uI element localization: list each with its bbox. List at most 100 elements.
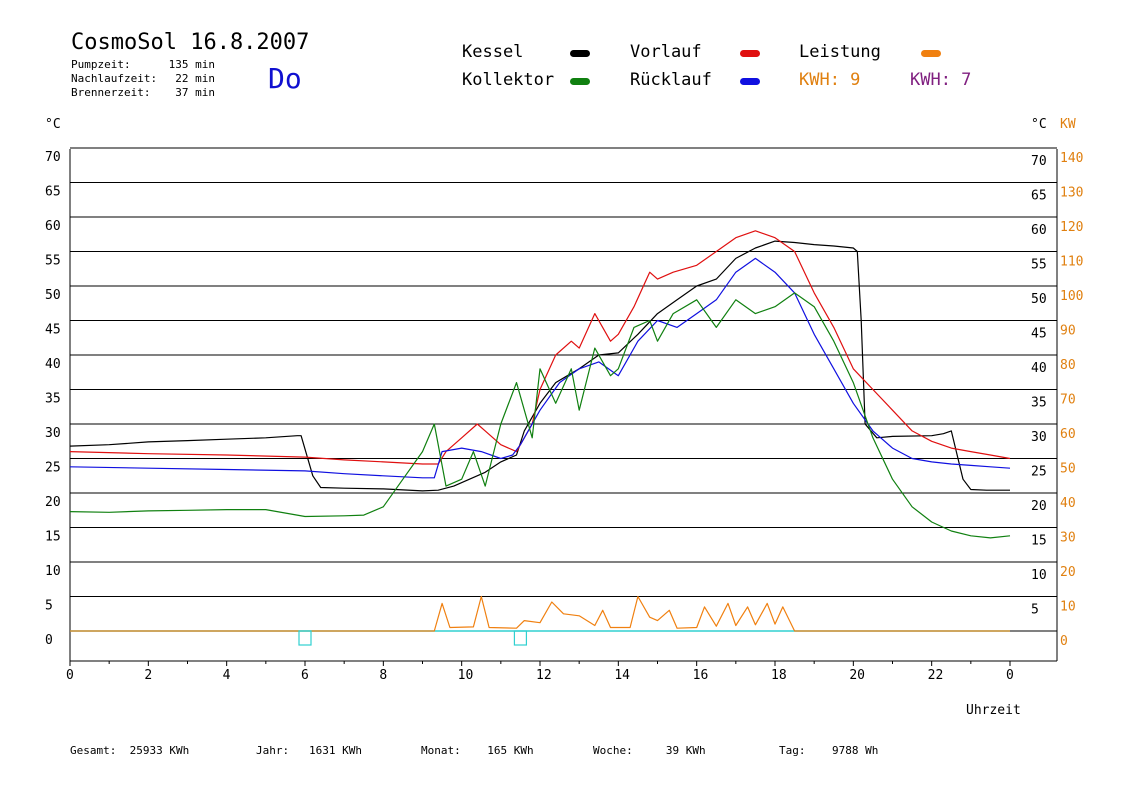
pump-marker: [298, 630, 312, 646]
y-tick-label-kw: 0: [1060, 634, 1068, 649]
legend-label: Rücklauf: [630, 70, 712, 90]
series-line-rcklauf: [69, 257, 1011, 479]
y-tick-label-left: 50: [45, 288, 61, 303]
footer-jahr: Jahr: 1631 KWh: [256, 744, 362, 757]
weekday-label: Do: [268, 62, 302, 95]
x-tick-label: 8: [379, 668, 387, 683]
x-tick-label: 22: [928, 668, 944, 683]
y-tick-label-kw: 10: [1060, 600, 1076, 615]
y-tick-label-left: 25: [45, 461, 61, 476]
legend-label: Leistung: [799, 42, 881, 62]
x-tick-label: 0: [66, 668, 74, 683]
stat-value: 37 min: [175, 86, 215, 99]
stat-value: 22 min: [175, 72, 215, 85]
footer-monat: Monat: 165 KWh: [421, 744, 534, 757]
y-tick-label-left: 70: [45, 150, 61, 165]
y-tick-label-kw: 50: [1060, 462, 1076, 477]
series-line-kessel: [69, 240, 1010, 492]
y-tick-label-right: 10: [1031, 568, 1047, 583]
footer-value: 165 KWh: [487, 744, 534, 757]
y-tick-label-kw: 60: [1060, 427, 1076, 442]
y-tick-label-kw: 70: [1060, 393, 1076, 408]
stat-nachlaufzeit: Nachlaufzeit: 22 min: [71, 72, 215, 85]
y-tick-label-left: 0: [45, 633, 53, 648]
stat-label: Nachlaufzeit:: [71, 72, 158, 85]
series-line-kollektor: [69, 292, 1011, 539]
y-tick-label-left: 10: [45, 564, 61, 579]
stat-value: 135 min: [168, 58, 215, 71]
y-tick-label-right: 35: [1031, 396, 1047, 411]
stat-label: Pumpzeit:: [71, 58, 131, 71]
y-tick-label-right: 25: [1031, 465, 1047, 480]
footer-value: 39 KWh: [665, 744, 706, 757]
legend-swatch-ruecklauf: [740, 78, 760, 85]
y-tick-label-left: 35: [45, 392, 61, 407]
legend-kollektor: Kollektor: [462, 70, 554, 90]
x-tick-label: 6: [301, 668, 309, 683]
x-tick-label: 4: [223, 668, 231, 683]
x-tick-label: 16: [693, 668, 709, 683]
y-tick-label-right: 15: [1031, 534, 1047, 549]
stat-brennerzeit: Brennerzeit: 37 min: [71, 86, 215, 99]
y-tick-label-left: 65: [45, 185, 61, 200]
footer-label: Woche:: [593, 744, 633, 757]
legend-label: Kessel: [462, 42, 524, 62]
y-tick-label-left: 20: [45, 495, 61, 510]
stat-pumpzeit: Pumpzeit: 135 min: [71, 58, 215, 71]
x-tick-label: 10: [458, 668, 474, 683]
y-tick-label-right: 20: [1031, 499, 1047, 514]
footer-value: 9788 Wh: [832, 744, 879, 757]
legend-kessel: Kessel: [462, 42, 523, 62]
legend-leistung: Leistung: [799, 42, 881, 62]
legend-swatch-kollektor: [570, 78, 590, 85]
y-tick-label-kw: 140: [1060, 151, 1083, 166]
footer-label: Jahr:: [256, 744, 290, 757]
y-axis-label-right: °C: [1031, 117, 1047, 132]
x-tick-label: 20: [849, 668, 865, 683]
kwh-purple: KWH: 7: [910, 70, 972, 90]
stat-label: Brennerzeit:: [71, 86, 151, 99]
chart-title: CosmoSol 16.8.2007: [71, 30, 310, 55]
x-tick-label: 2: [144, 668, 152, 683]
x-tick-label: 0: [1006, 668, 1014, 683]
footer-value: 1631 KWh: [309, 744, 362, 757]
pump-marker: [513, 630, 528, 646]
footer-label: Monat:: [421, 744, 461, 757]
y-tick-label-left: 15: [45, 530, 61, 545]
footer-label: Tag:: [779, 744, 806, 757]
y-tick-label-right: 45: [1031, 327, 1047, 342]
y-tick-label-left: 60: [45, 219, 61, 234]
y-tick-label-right: 70: [1031, 154, 1047, 169]
footer-woche: Woche: 39 KWh: [593, 744, 706, 757]
x-tick-label: 18: [771, 668, 787, 683]
y-tick-label-right: 30: [1031, 430, 1047, 445]
y-tick-label-kw: 80: [1060, 358, 1076, 373]
y-tick-label-left: 5: [45, 599, 53, 614]
kwh-orange: KWH: 9: [799, 70, 861, 90]
y-tick-label-left: 55: [45, 254, 61, 269]
footer-gesamt: Gesamt: 25933 KWh: [70, 744, 189, 757]
y-tick-label-left: 45: [45, 323, 61, 338]
legend-swatch-vorlauf: [740, 50, 760, 57]
y-tick-label-kw: 120: [1060, 220, 1083, 235]
y-tick-label-right: 55: [1031, 258, 1047, 273]
series-line-leistung: [70, 595, 1010, 632]
y-axis-label-left: °C: [45, 117, 61, 132]
y-axis-label-kw: KW: [1060, 117, 1076, 132]
y-tick-label-left: 30: [45, 426, 61, 441]
legend-swatch-kessel: [570, 50, 590, 57]
y-tick-label-kw: 20: [1060, 565, 1076, 580]
y-tick-label-kw: 110: [1060, 255, 1083, 270]
y-tick-label-right: 40: [1031, 361, 1047, 376]
y-tick-label-kw: 90: [1060, 324, 1076, 339]
legend-label: Vorlauf: [630, 42, 702, 62]
y-tick-label-left: 40: [45, 357, 61, 372]
y-tick-label-right: 65: [1031, 189, 1047, 204]
y-tick-label-kw: 30: [1060, 531, 1076, 546]
footer-value: 25933 KWh: [129, 744, 190, 757]
legend-label: Kollektor: [462, 70, 555, 90]
x-tick-label: 14: [614, 668, 630, 683]
legend-ruecklauf: Rücklauf: [630, 70, 712, 90]
y-tick-label-kw: 130: [1060, 186, 1083, 201]
